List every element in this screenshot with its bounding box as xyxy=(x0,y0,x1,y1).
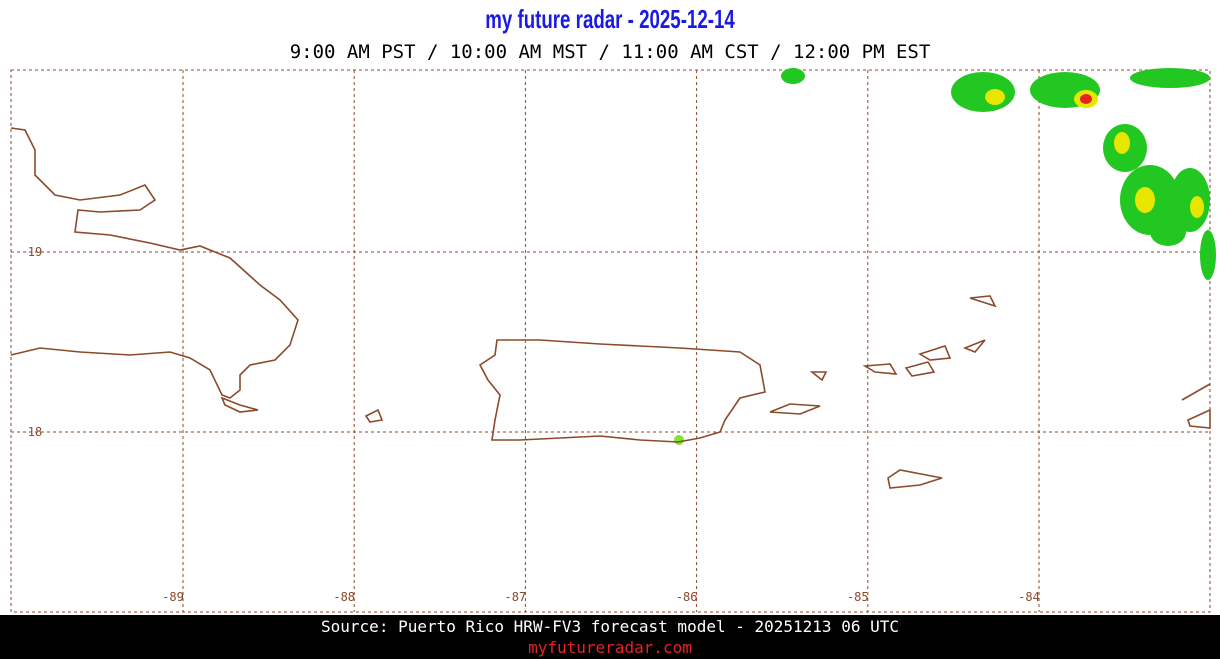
lon-label: -86 xyxy=(676,590,698,604)
lon-label: -88 xyxy=(333,590,355,604)
lon-label: -87 xyxy=(505,590,527,604)
coastlines xyxy=(10,127,1211,489)
lat-label: 19 xyxy=(28,245,42,259)
source: Source: Puerto Rico HRW-FV3 forecast mod… xyxy=(321,617,899,636)
site-link[interactable]: myfutureradar.com xyxy=(528,638,692,657)
footer-bar xyxy=(0,615,1220,659)
radar-echoes xyxy=(674,68,1216,445)
lon-label: -84 xyxy=(1018,590,1040,604)
lat-label: 18 xyxy=(28,425,42,439)
map-frame xyxy=(10,69,1211,613)
lon-label: -89 xyxy=(162,590,184,604)
title: my future radar - 2025-12-14 xyxy=(485,4,735,34)
time-line: 9:00 AM PST / 10:00 AM MST / 11:00 AM CS… xyxy=(290,41,931,63)
lon-label: -85 xyxy=(847,590,869,604)
